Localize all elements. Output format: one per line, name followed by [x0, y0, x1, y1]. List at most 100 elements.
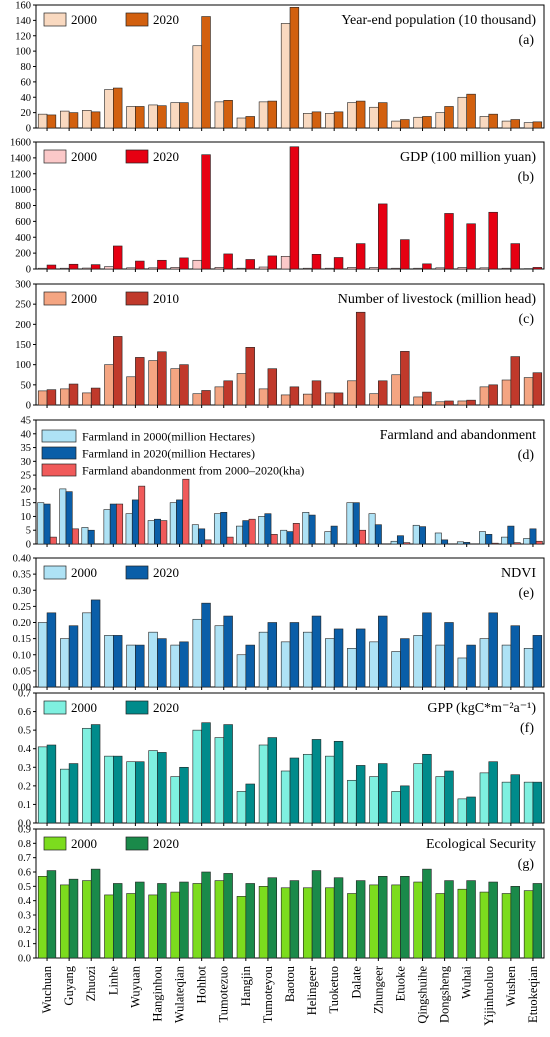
- bar-2020-wuchuan: [46, 612, 57, 688]
- bar-2020-tumoteyou: [267, 100, 278, 129]
- y-tick-label: 0.6: [18, 868, 31, 879]
- bar-farmland-hanginhou: [147, 520, 155, 545]
- bar-farmland-zhungeer: [368, 513, 376, 545]
- category-label-wushen: Wushen: [504, 965, 518, 1006]
- y-tick-label: 1000: [10, 185, 31, 196]
- category-label-hohhot: Hohhot: [195, 965, 209, 1003]
- bar-farmland-hohhot: [198, 528, 206, 545]
- bar-2000-wuyuan: [126, 893, 136, 959]
- bar-2000-etuokeqian: [523, 377, 534, 406]
- bar-2000-etuokeqian: [523, 647, 534, 688]
- bar-2020-guyang: [68, 763, 79, 824]
- bar-2010-helingeer: [311, 380, 322, 406]
- bar-2000-hangjin: [236, 896, 247, 959]
- bar-2000-wuchuan: [37, 267, 48, 270]
- category-label-zhuozi: Zhuozi: [84, 965, 98, 1001]
- bar-2020-tumoteyou: [267, 255, 278, 270]
- y-tick-label: 0.10: [13, 650, 31, 661]
- bar-farmland-hanginhou: [160, 520, 168, 545]
- bar-2020-wuyuan: [135, 260, 145, 270]
- bar-farmland-dongsheng: [441, 539, 449, 545]
- bar-farmland-wushen: [513, 542, 521, 545]
- bar-2020-wuyuan: [135, 761, 145, 824]
- y-tick-label: 0.35: [13, 570, 31, 581]
- bar-2000-tuoketuo: [325, 392, 335, 406]
- bar-2000-tuoketuo: [325, 267, 335, 270]
- bar-farmland-linhe: [103, 509, 111, 545]
- bar-2000-etuoke: [391, 651, 401, 688]
- bar-2020-dalate: [355, 100, 366, 129]
- legend-label: 2000: [71, 149, 97, 164]
- bar-2000-tumoteyou: [258, 101, 269, 129]
- bar-2020-qingshuihe: [422, 263, 432, 270]
- bar-2020-wushen: [510, 243, 520, 270]
- bar-2000-helingeer: [302, 113, 313, 129]
- bar-2010-etuokeqian: [532, 372, 543, 406]
- bar-2000-zhuozi: [82, 612, 92, 688]
- bar-2000-wushen: [501, 781, 512, 824]
- bar-farmland-hanginhou: [154, 518, 161, 545]
- category-label-guyang: Guyang: [62, 965, 76, 1005]
- bar-2020-qingshuihe: [422, 868, 432, 959]
- legend-label: 2020: [153, 836, 179, 851]
- y-tick-label: 800: [15, 201, 31, 212]
- bar-2000-wuchuan: [37, 622, 48, 688]
- bar-2000-hanginhou: [148, 104, 158, 129]
- bar-2020-tuoketuo: [333, 257, 344, 270]
- panel-title: Year-end population (10 thousand): [341, 13, 536, 28]
- bar-2010-hanginhou: [157, 351, 167, 406]
- bar-2010-hangjin: [245, 347, 255, 406]
- legend-swatch: [41, 429, 77, 443]
- panel-title: Farmland and abandonment: [380, 428, 536, 443]
- bar-2000-hohhot: [192, 45, 202, 129]
- bar-2000-wuyuan: [126, 376, 136, 406]
- bar-2020-hohhot: [201, 602, 211, 688]
- bar-2010-wuyuan: [135, 357, 145, 406]
- y-tick-label: 0.15: [13, 634, 31, 645]
- category-label-etuoke: Etuoke: [393, 966, 407, 1002]
- bar-farmland-linhe: [109, 503, 117, 545]
- bar-2020-tumotezuo: [223, 100, 233, 129]
- bar-2000-qingshuihe: [413, 763, 423, 824]
- bar-2000-zhuozi: [82, 880, 92, 959]
- y-tick-label: 0: [26, 265, 31, 276]
- bar-2000-wulateqian: [170, 267, 180, 270]
- y-tick-label: 100: [15, 360, 31, 371]
- bar-2020-etuokeqian: [532, 267, 543, 270]
- legend-swatch: [125, 149, 149, 164]
- bar-2000-hohhot: [192, 618, 202, 688]
- y-tick-label: 0.5: [18, 882, 31, 893]
- bar-2020-wuchuan: [46, 870, 57, 959]
- legend-label: 2000: [71, 836, 97, 851]
- y-tick-label: 25: [21, 471, 32, 482]
- y-tick-label: 0.3: [18, 763, 31, 774]
- bar-2000-wuyuan: [126, 267, 136, 270]
- bar-2020-yijinhuoluo: [488, 211, 498, 270]
- bar-2000-wuhai: [457, 888, 467, 959]
- bar-2000-tuoketuo: [325, 755, 335, 824]
- legend-swatch: [43, 700, 67, 715]
- legend-label: 2000: [71, 291, 97, 306]
- bar-2000-hanginhou: [148, 267, 158, 270]
- bar-farmland-etuokeqian: [535, 540, 543, 545]
- bar-2000-wushen: [501, 644, 512, 688]
- bar-2000-linhe: [104, 89, 114, 129]
- bar-2020-dongsheng: [444, 213, 454, 270]
- bar-2000-etuokeqian: [523, 122, 534, 129]
- bar-2000-hangjin: [236, 654, 247, 688]
- bar-2000-helingeer: [302, 631, 313, 688]
- bar-2020-tumoteyou: [267, 737, 278, 824]
- panel-title: GPP (kgC*m⁻²a⁻¹): [427, 701, 536, 716]
- bar-farmland-tumoteyou: [264, 513, 272, 545]
- bar-2020-dalate: [355, 628, 366, 688]
- legend-label: 2020: [153, 149, 179, 164]
- bar-2020-wuhai: [466, 93, 476, 129]
- bar-2000-tumoteyou: [258, 886, 269, 959]
- bar-2000-guyang: [60, 638, 70, 688]
- bar-2000-zhungeer: [369, 641, 379, 688]
- bar-2000-etuokeqian: [523, 890, 534, 959]
- bar-2000-linhe: [104, 266, 114, 270]
- bar-2010-tumotezuo: [223, 380, 233, 406]
- bar-2000-dongsheng: [435, 776, 445, 824]
- bar-2000-wulateqian: [170, 891, 180, 959]
